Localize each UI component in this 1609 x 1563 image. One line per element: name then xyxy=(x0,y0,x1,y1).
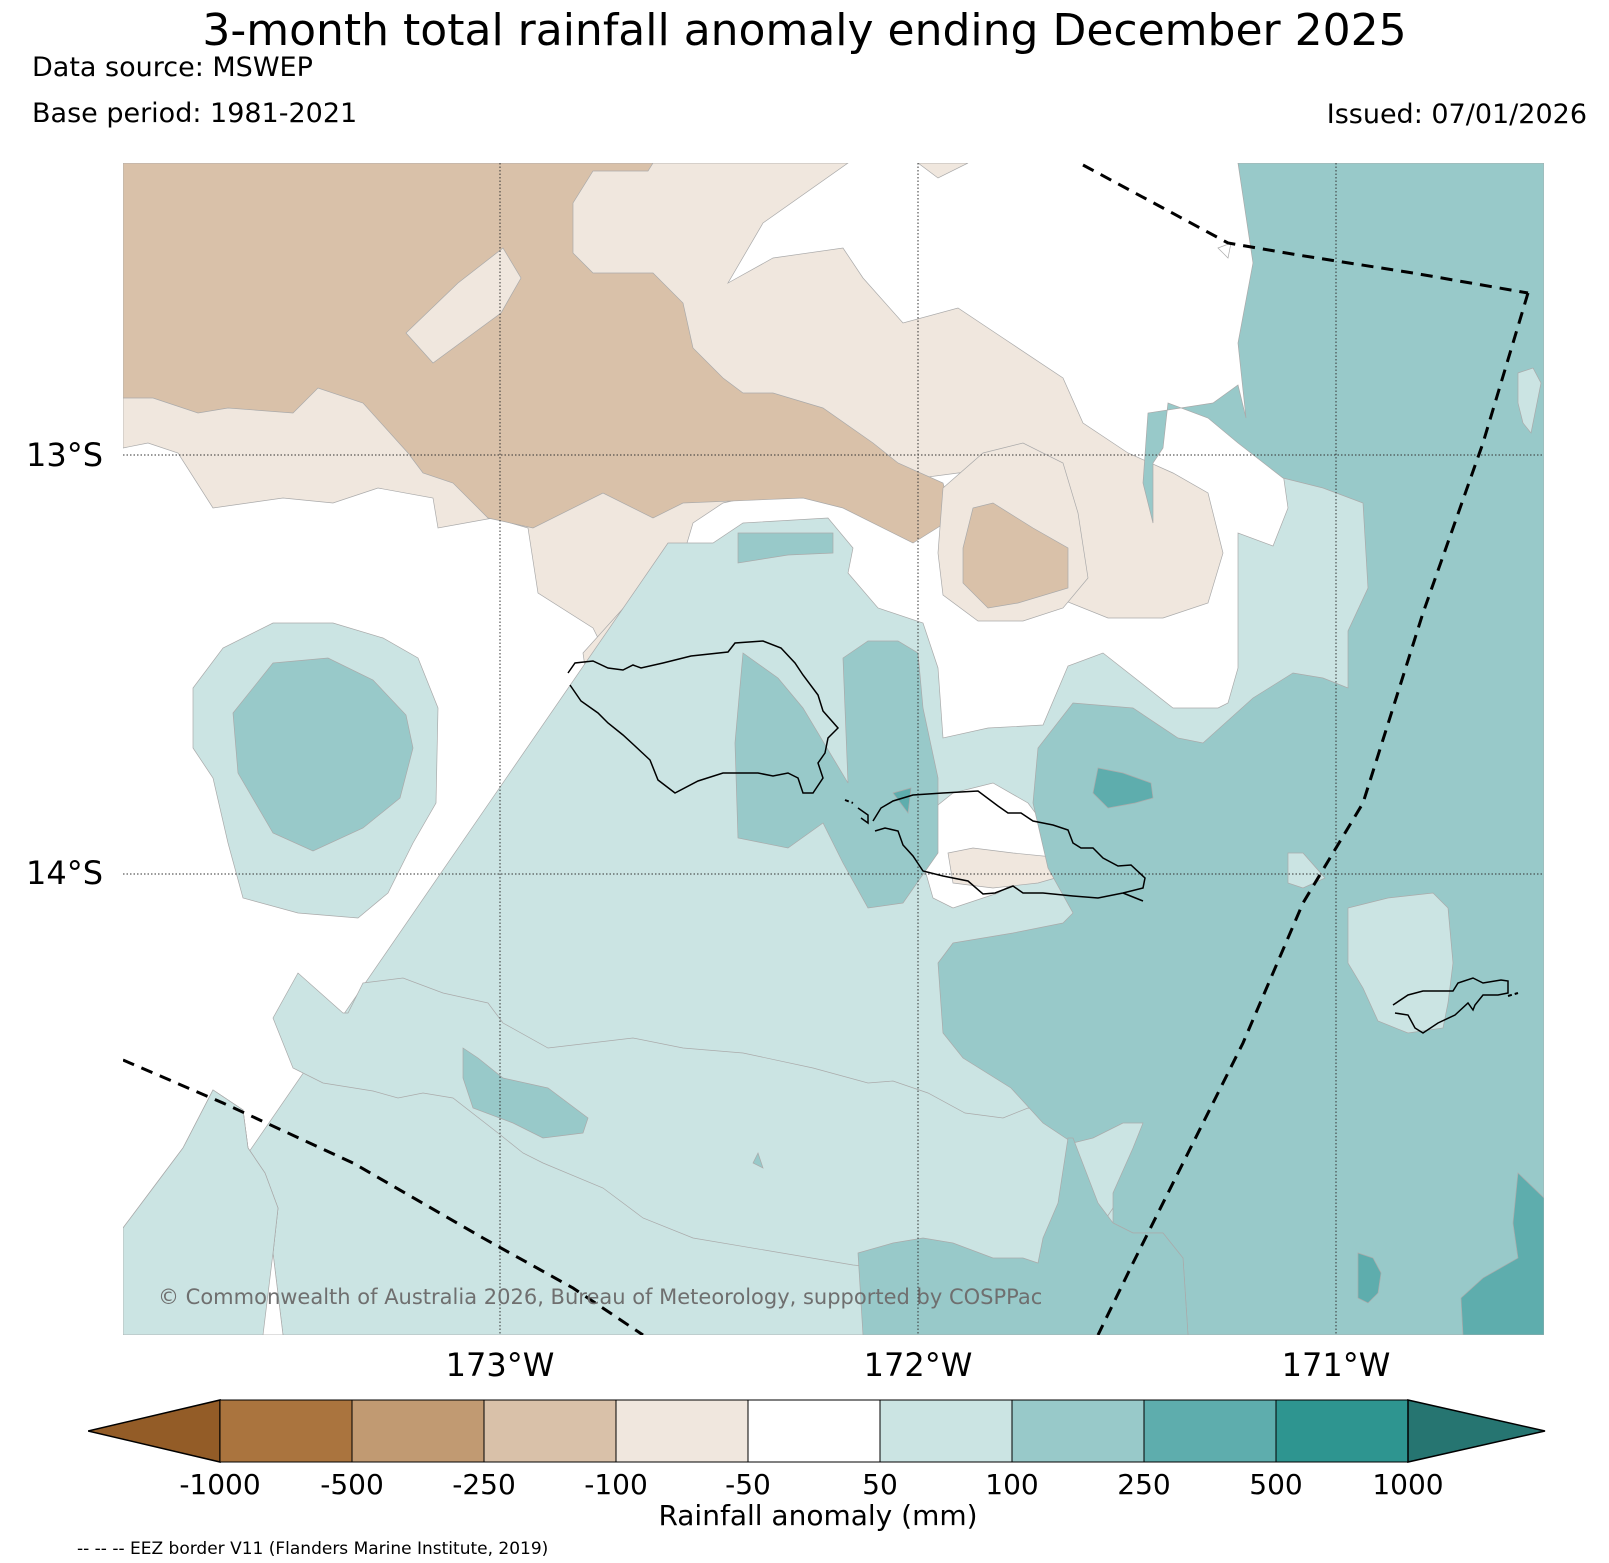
longitude-label-173w: 173°W xyxy=(445,1346,555,1384)
dry-patch-top-center xyxy=(917,163,969,179)
coastline-manono xyxy=(857,807,869,825)
colorbar-band-5 xyxy=(747,1399,881,1463)
colorbar-tick-label: 100 xyxy=(985,1468,1039,1501)
colorbar xyxy=(87,1398,1548,1464)
wet-patch-strong-upolu-east xyxy=(1092,767,1154,809)
colorbar-tick-label: -50 xyxy=(725,1468,771,1501)
colorbar-band-6 xyxy=(879,1399,1013,1463)
coastline-upolu-tip xyxy=(1122,892,1144,902)
colorbar-extend-min xyxy=(87,1399,221,1463)
colorbar-band-3 xyxy=(483,1399,617,1463)
colorbar-tick-label: -1000 xyxy=(179,1468,261,1501)
colorbar-tick-label: -250 xyxy=(452,1468,516,1501)
colorbar-extend-max xyxy=(1407,1399,1546,1463)
colorbar-band-2 xyxy=(351,1399,485,1463)
wet-region-central-strip xyxy=(734,640,939,909)
colorbar-band-4 xyxy=(615,1399,749,1463)
base-period-text: Base period: 1981-2021 xyxy=(32,98,358,129)
dry-region-east-core xyxy=(962,502,1069,609)
dry-inlet-north xyxy=(405,247,522,364)
colorbar-band-7 xyxy=(1011,1399,1145,1463)
colorbar-tick-label: 500 xyxy=(1249,1468,1303,1501)
colorbar-title: Rainfall anomaly (mm) xyxy=(658,1499,978,1532)
colorbar-tick-label: 250 xyxy=(1117,1468,1171,1501)
data-source-text: Data source: MSWEP xyxy=(32,52,313,83)
eez-border-marker-upolu xyxy=(844,799,854,804)
colorbar-band-9 xyxy=(1275,1399,1409,1463)
latitude-label-13s: 13°S xyxy=(26,436,104,474)
coastline-savaii xyxy=(567,640,840,794)
latitude-label-14s: 14°S xyxy=(26,854,104,892)
wet-patch-strong-corner xyxy=(1460,1172,1544,1335)
dry-region-northwest-core xyxy=(123,163,954,544)
eez-border-southwest xyxy=(123,1058,644,1335)
longitude-label-171w: 171°W xyxy=(1281,1346,1391,1384)
colorbar-tick-label: -100 xyxy=(584,1468,648,1501)
wet-patch-east-light xyxy=(1347,892,1454,1034)
wet-patch-strong-southeast xyxy=(1357,1252,1382,1304)
eez-border-north xyxy=(1082,163,1529,295)
wet-dot-south xyxy=(752,1152,764,1169)
wet-region-east-medium xyxy=(937,163,1544,1335)
eez-legend-note: -- -- -- EEZ border V11 (Flanders Marine… xyxy=(77,1539,549,1559)
wet-patch-north-strip xyxy=(737,532,834,564)
colorbar-tick-label: 1000 xyxy=(1372,1468,1444,1501)
copyright-text: © Commonwealth of Australia 2026, Bureau… xyxy=(158,1285,1043,1309)
issued-date-text: Issued: 07/01/2026 xyxy=(1326,99,1587,130)
rainfall-anomaly-map xyxy=(123,163,1544,1335)
colorbar-band-1 xyxy=(219,1399,353,1463)
coastline-tutuila xyxy=(1392,977,1509,1034)
longitude-label-172w: 172°W xyxy=(863,1346,973,1384)
colorbar-tick-label: -500 xyxy=(320,1468,384,1501)
wet-patch-northeast-tiny xyxy=(1217,242,1232,259)
colorbar-tick-label: 50 xyxy=(862,1468,898,1501)
map-title: 3-month total rainfall anomaly ending De… xyxy=(202,5,1407,56)
wet-patch-south-west xyxy=(462,1047,589,1139)
wet-region-south-medium xyxy=(857,1137,1189,1335)
wet-region-west-inner xyxy=(232,657,414,852)
wet-region-southwest-corner xyxy=(123,1089,279,1335)
coastline-upolu xyxy=(872,790,1146,899)
colorbar-band-8 xyxy=(1143,1399,1277,1463)
eez-border-marker xyxy=(1507,992,1519,997)
wet-dot-central xyxy=(892,787,912,814)
wet-patch-northeast-light xyxy=(1517,367,1542,434)
